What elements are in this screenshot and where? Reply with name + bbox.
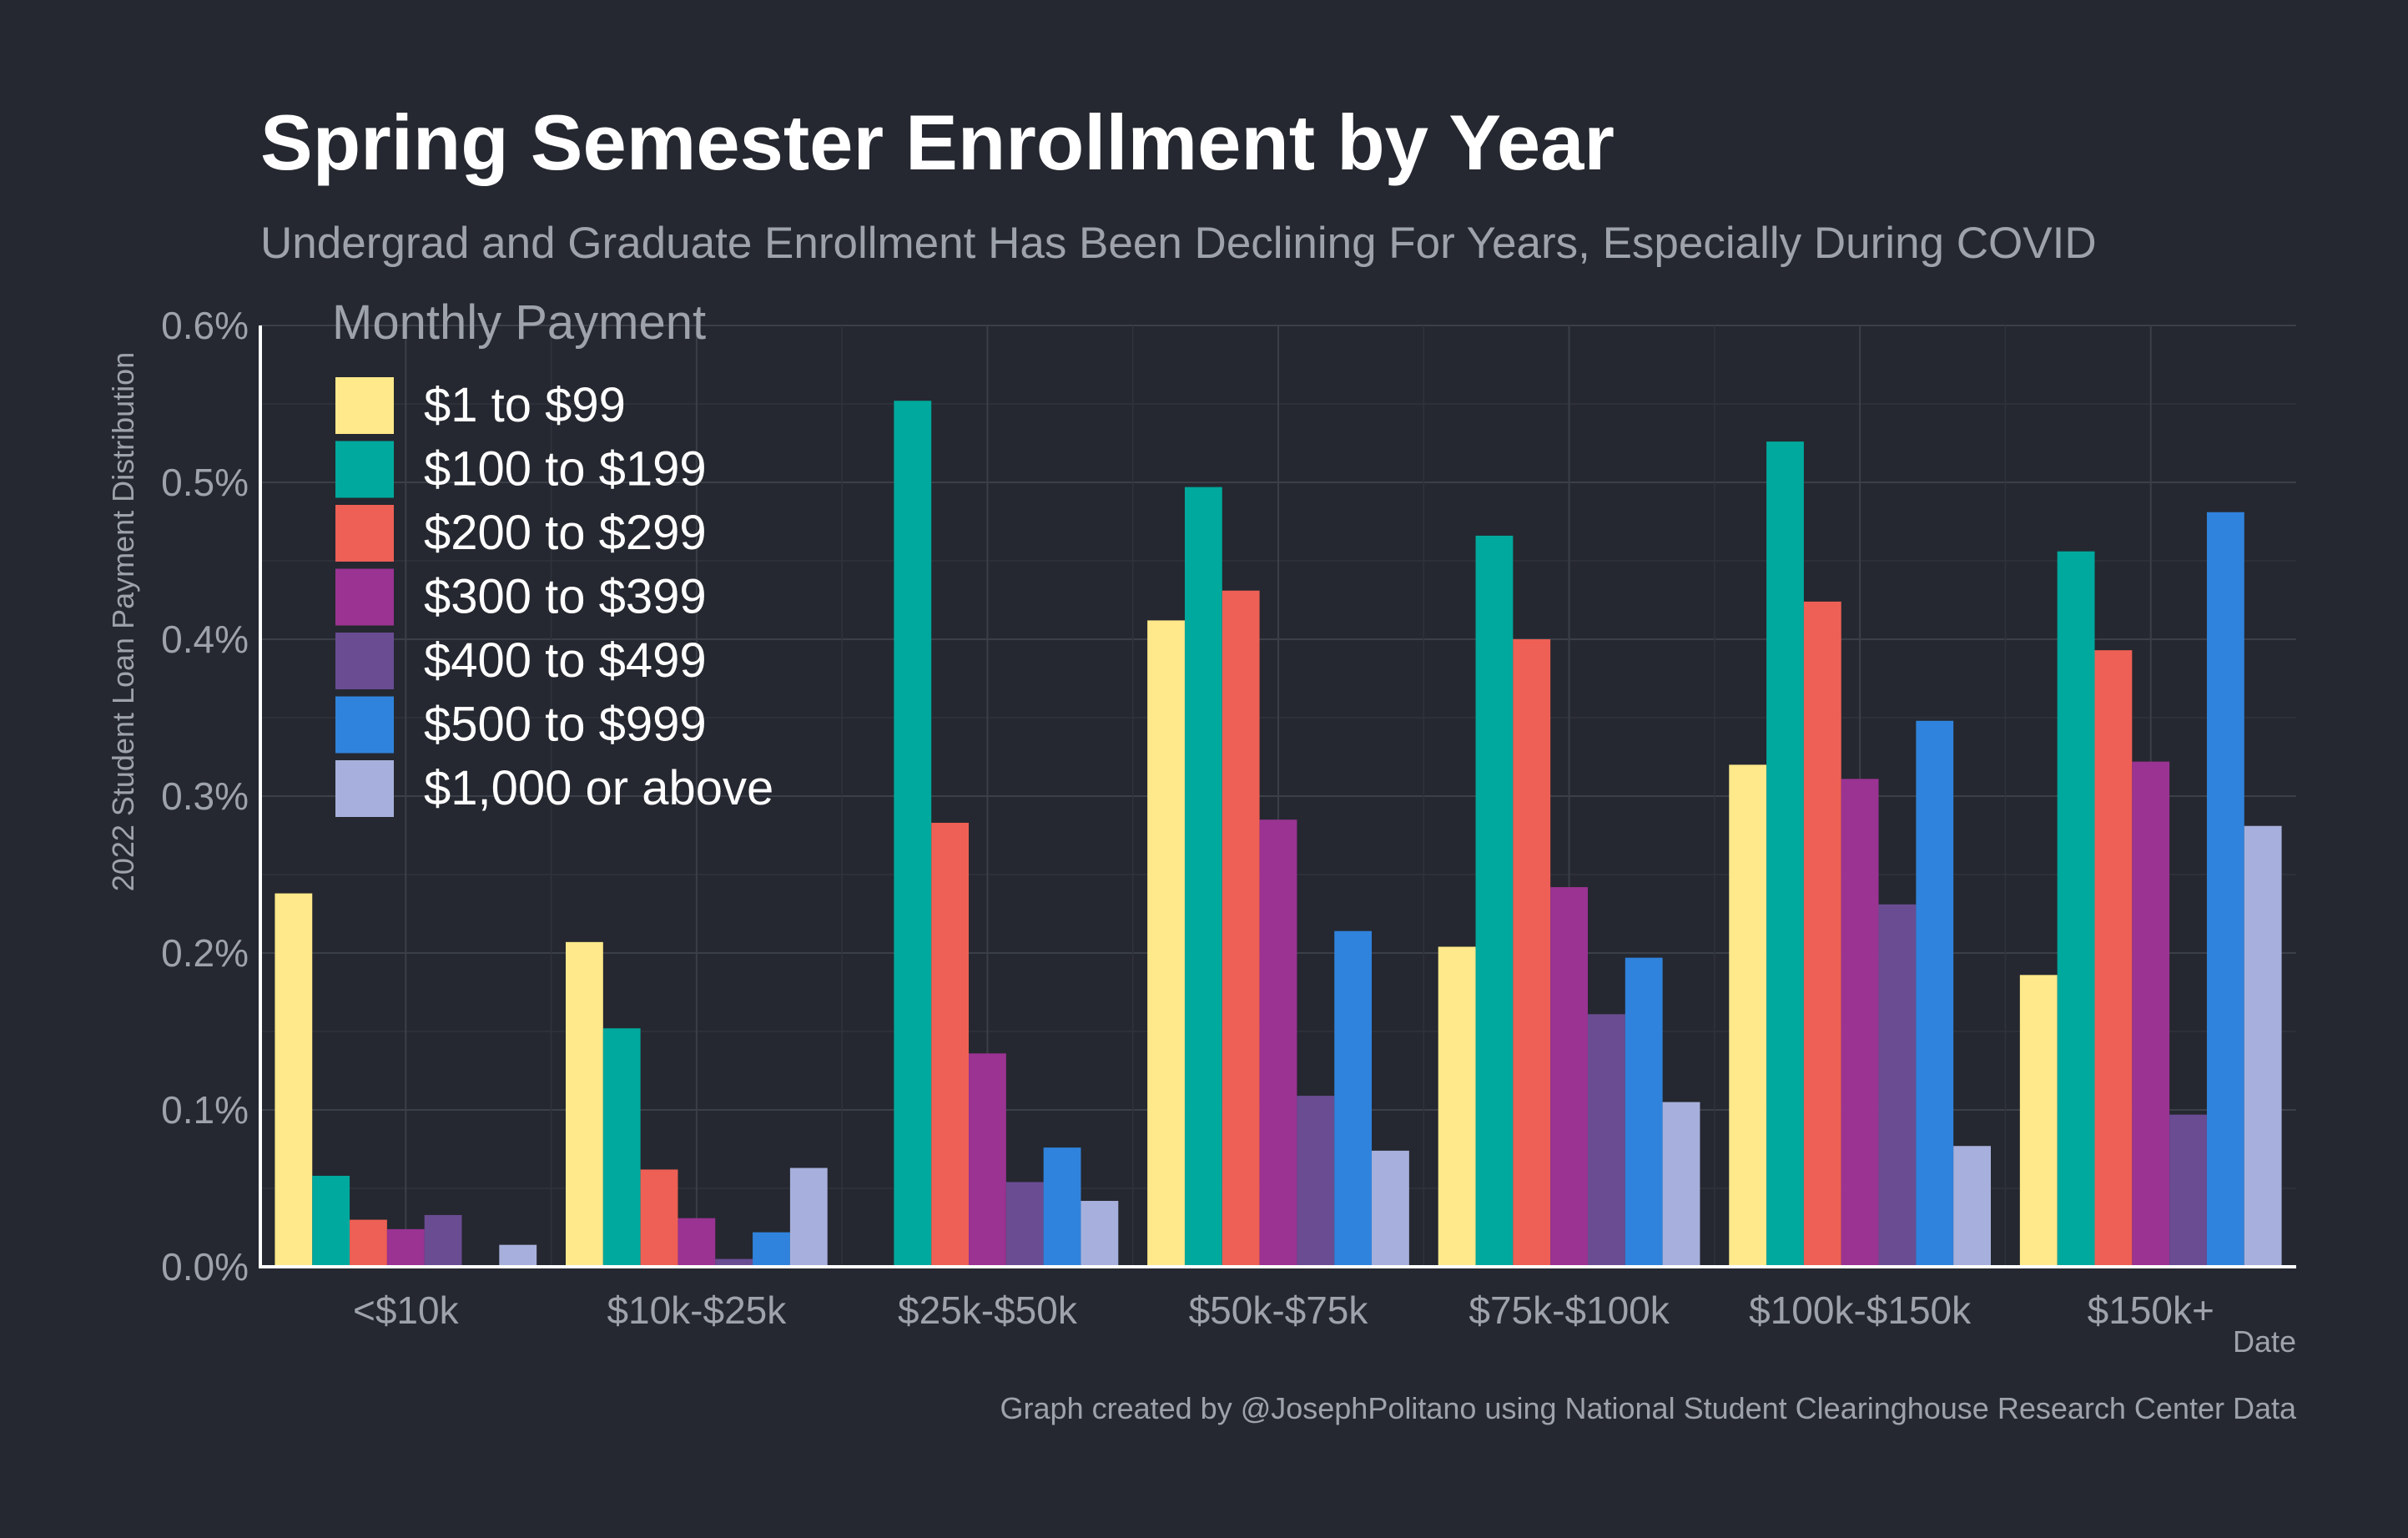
bar xyxy=(1222,590,1260,1267)
bar xyxy=(1625,957,1663,1267)
bar xyxy=(1803,601,1841,1267)
bar xyxy=(894,401,932,1267)
y-tick-label: 0.4% xyxy=(161,618,249,661)
bar xyxy=(789,1167,828,1267)
bar xyxy=(275,893,313,1267)
bar xyxy=(312,1175,350,1267)
chart-subtitle: Undergrad and Graduate Enrollment Has Be… xyxy=(260,219,2097,268)
bar xyxy=(753,1232,790,1267)
x-tick-label: $150k+ xyxy=(2088,1288,2214,1332)
bar xyxy=(1953,1146,1991,1267)
legend-title: Monthly Payment xyxy=(332,295,706,350)
bar xyxy=(1729,764,1767,1267)
legend-label: $100 to $199 xyxy=(424,442,707,497)
bar xyxy=(1081,1201,1119,1267)
legend-swatch xyxy=(335,568,394,626)
chart-caption: Graph created by @JosephPolitano using N… xyxy=(1000,1391,2297,1425)
legend-swatch xyxy=(335,441,394,498)
bars xyxy=(275,401,2282,1267)
legend-label: $1 to $99 xyxy=(424,378,626,432)
bar xyxy=(1587,1014,1625,1267)
bar xyxy=(1334,930,1373,1267)
legend-swatch xyxy=(335,633,394,689)
bar xyxy=(1878,904,1917,1267)
y-axis-title: 2022 Student Loan Payment Distribution xyxy=(106,352,140,891)
x-tick-label: $100k-$150k xyxy=(1749,1288,1972,1332)
axes xyxy=(259,325,2296,1268)
legend-label: $500 to $999 xyxy=(424,698,707,752)
legend-swatch xyxy=(335,505,394,562)
y-tick-labels: 0.0% 0.1% 0.2% 0.3% 0.4% 0.5% 0.6% xyxy=(161,304,249,1288)
bar xyxy=(2132,761,2170,1267)
bar xyxy=(2094,650,2133,1267)
bar xyxy=(1147,620,1185,1267)
y-tick-label: 0.1% xyxy=(161,1088,249,1132)
bar xyxy=(715,1258,753,1267)
bar xyxy=(2244,825,2282,1267)
bar xyxy=(350,1219,387,1267)
bar xyxy=(2057,551,2095,1267)
y-tick-label: 0.6% xyxy=(161,304,249,347)
bar xyxy=(1259,819,1297,1267)
y-tick-label: 0.2% xyxy=(161,931,249,975)
bar xyxy=(602,1028,641,1267)
y-tick-label: 0.3% xyxy=(161,774,249,818)
bar xyxy=(640,1169,678,1267)
bar xyxy=(2206,512,2244,1267)
y-tick-label: 0.5% xyxy=(161,461,249,504)
bar xyxy=(1475,535,1514,1267)
bar xyxy=(969,1053,1006,1267)
x-tick-label: <$10k xyxy=(353,1288,460,1332)
bar xyxy=(499,1244,537,1267)
legend-swatch xyxy=(335,696,394,754)
x-tick-label: $25k-$50k xyxy=(898,1288,1078,1332)
bar xyxy=(566,941,603,1267)
bar xyxy=(1513,639,1551,1267)
bar xyxy=(1662,1102,1700,1267)
x-tick-label: $10k-$25k xyxy=(607,1288,787,1332)
bar xyxy=(386,1228,425,1267)
bar xyxy=(1550,887,1588,1267)
x-axis-title: Date xyxy=(2233,1324,2296,1359)
bar xyxy=(931,822,970,1267)
x-tick-labels: <$10k $10k-$25k $25k-$50k $50k-$75k $75k-$10… xyxy=(353,1288,2214,1332)
bar xyxy=(1184,487,1222,1267)
bar xyxy=(2019,975,2058,1267)
legend-swatch xyxy=(335,377,394,434)
legend-label: $300 to $399 xyxy=(424,570,707,624)
bar xyxy=(2169,1114,2207,1267)
legend: Monthly Payment $1 to $99 $100 to $199 $20… xyxy=(332,295,773,817)
bar xyxy=(1043,1147,1081,1267)
bar xyxy=(1841,779,1879,1267)
x-tick-label: $50k-$75k xyxy=(1189,1288,1369,1332)
bar xyxy=(678,1218,716,1267)
bar xyxy=(1005,1182,1044,1267)
bar xyxy=(1916,720,1954,1267)
bar xyxy=(1438,946,1476,1267)
legend-label: $200 to $299 xyxy=(424,506,707,560)
bar xyxy=(1297,1096,1335,1267)
bar xyxy=(424,1214,462,1267)
legend-swatch xyxy=(335,760,394,817)
bar xyxy=(1766,441,1804,1267)
legend-label: $1,000 or above xyxy=(424,761,773,815)
y-tick-label: 0.0% xyxy=(161,1245,249,1288)
legend-items: $1 to $99 $100 to $199 $200 to $299 $300 to… xyxy=(335,377,773,817)
bar xyxy=(1372,1150,1409,1267)
chart-title: Spring Semester Enrollment by Year xyxy=(260,98,1615,186)
legend-label: $400 to $499 xyxy=(424,633,707,688)
x-tick-label: $75k-$100k xyxy=(1468,1288,1670,1332)
